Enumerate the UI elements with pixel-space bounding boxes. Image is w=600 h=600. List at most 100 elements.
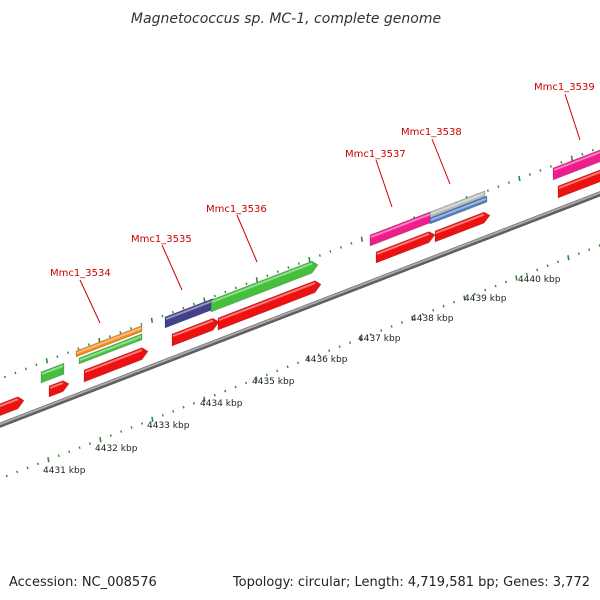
cds-feature-body xyxy=(0,396,25,417)
tick-mark xyxy=(99,436,102,443)
tick-mark xyxy=(14,371,17,375)
tick-mark xyxy=(266,274,269,278)
tick-mark xyxy=(494,284,497,288)
tick-mark xyxy=(150,317,154,323)
tick-mark xyxy=(47,457,50,463)
label-leader-line xyxy=(161,244,183,291)
tick-mark xyxy=(182,306,185,310)
gene-feature-steel-body xyxy=(429,195,488,225)
gene-feature-orange-shine xyxy=(76,327,142,354)
tick-mark xyxy=(68,450,71,454)
topology-text: Topology: circular; Length: 4,719,581 bp… xyxy=(232,575,590,590)
cds-feature xyxy=(171,317,220,347)
tick-mark xyxy=(328,349,331,353)
tick-mark xyxy=(484,288,487,292)
gene-feature-green xyxy=(78,333,143,365)
tick-mark xyxy=(570,155,574,161)
tick-mark xyxy=(109,434,112,437)
tick-mark xyxy=(108,335,111,338)
gene-feature-orange xyxy=(75,325,143,358)
cds-feature xyxy=(0,396,25,417)
cds-feature xyxy=(217,280,322,331)
tick-mark xyxy=(276,270,279,274)
tick-mark xyxy=(369,333,372,336)
gene-feature-magenta-shine xyxy=(370,213,431,238)
axis-label: 4435 kbp xyxy=(252,377,295,387)
gene-label-mmc1-3535: Mmc1_3535 xyxy=(131,234,192,245)
cds-feature-shine xyxy=(49,382,64,389)
tick-mark xyxy=(140,322,143,326)
gene-feature-green xyxy=(40,362,65,384)
gene-feature-magenta-shine xyxy=(553,151,600,171)
tick-mark xyxy=(244,381,248,385)
cds-feature-body xyxy=(83,347,149,383)
cds-feature xyxy=(434,211,491,243)
tick-mark xyxy=(504,280,508,284)
label-leader-line xyxy=(564,93,581,141)
tick-mark xyxy=(57,454,60,458)
cds-feature-shine xyxy=(172,319,214,337)
cds-feature-body xyxy=(217,280,322,331)
tick-mark xyxy=(400,321,404,324)
tick-mark xyxy=(35,363,38,367)
tick-mark xyxy=(77,347,80,350)
gene-feature-magenta xyxy=(552,149,600,181)
tick-mark xyxy=(525,272,528,276)
tick-mark xyxy=(130,426,133,429)
tick-mark xyxy=(140,422,144,425)
tick-mark xyxy=(473,292,476,296)
label-leader-line xyxy=(431,138,451,185)
tick-mark xyxy=(45,358,49,364)
tick-mark xyxy=(329,250,332,253)
cds-feature-shine xyxy=(84,349,143,373)
tick-mark xyxy=(297,262,300,265)
tick-mark xyxy=(308,256,311,263)
tick-mark xyxy=(515,275,518,281)
tick-mark xyxy=(390,325,393,328)
axis-label: 4434 kbp xyxy=(200,399,243,409)
tick-mark xyxy=(182,405,185,409)
axis-label: 4432 kbp xyxy=(95,444,138,454)
scale-tick-ring xyxy=(5,244,600,478)
axis-label: 4437 kbp xyxy=(358,334,401,344)
tick-mark xyxy=(203,396,206,402)
cds-feature-shine xyxy=(218,282,316,321)
axis-label: 4436 kbp xyxy=(305,355,348,365)
tick-mark xyxy=(318,254,321,257)
cds-feature xyxy=(83,347,149,383)
tick-mark xyxy=(539,169,542,172)
tick-mark xyxy=(411,315,414,322)
kbp-labels: 4431 kbp 4432 kbp 4433 kbp 4434 kbp 4435… xyxy=(43,275,561,476)
gene-feature-green-body xyxy=(78,333,143,365)
tick-mark xyxy=(556,260,560,264)
tick-mark xyxy=(486,189,489,193)
tick-mark xyxy=(234,286,237,290)
map-title: Magnetococcus sp. MC-1, complete genome xyxy=(131,11,441,27)
tick-mark xyxy=(151,416,154,423)
cds-feature-shine xyxy=(376,233,430,255)
tick-mark xyxy=(581,152,584,156)
tick-mark xyxy=(56,355,59,359)
gene-feature-steel xyxy=(429,195,488,225)
label-leader-line xyxy=(375,159,393,208)
tick-mark xyxy=(307,356,310,362)
gene-labels: Mmc1_3534 Mmc1_3535 Mmc1_3536 Mmc1_3537 … xyxy=(50,82,595,279)
tick-mark xyxy=(432,308,435,312)
tick-mark xyxy=(36,462,40,466)
tick-mark xyxy=(497,185,500,188)
gene-label-mmc1-3534: Mmc1_3534 xyxy=(50,268,111,279)
cds-feature-shine xyxy=(435,213,485,234)
tick-mark xyxy=(66,351,69,354)
tick-mark xyxy=(463,295,466,301)
tick-mark xyxy=(350,241,353,245)
tick-mark xyxy=(16,470,19,474)
axis-label: 4433 kbp xyxy=(147,421,190,431)
cds-feature-body xyxy=(48,380,70,398)
gene-label-mmc1-3537: Mmc1_3537 xyxy=(345,149,406,160)
tick-mark xyxy=(442,304,445,308)
gene-feature-green xyxy=(210,260,319,313)
gene-label-mmc1-3536: Mmc1_3536 xyxy=(206,204,267,215)
tick-mark xyxy=(317,353,320,357)
gene-feature-green-body xyxy=(40,362,65,384)
tick-mark xyxy=(5,474,8,478)
